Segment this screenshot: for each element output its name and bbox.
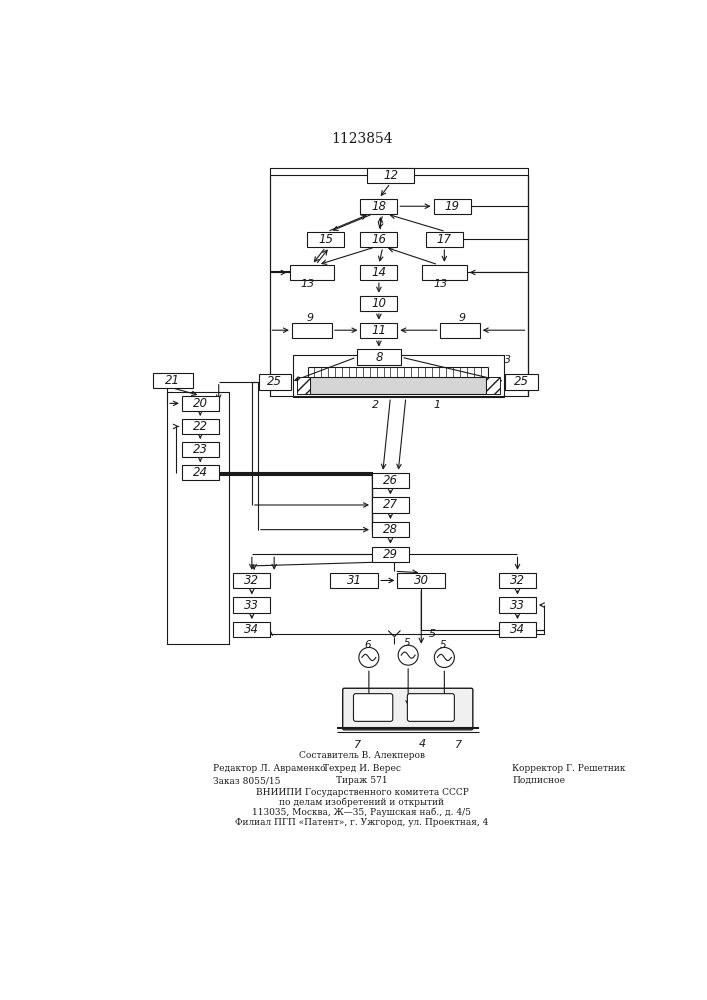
Text: по делам изобретений и открытий: по делам изобретений и открытий [279, 798, 445, 807]
Bar [426, 232, 463, 247]
Text: 32: 32 [245, 574, 259, 587]
Text: 5: 5 [440, 640, 446, 650]
Bar [361, 296, 397, 311]
Text: 33: 33 [510, 599, 525, 612]
Bar [292, 323, 332, 338]
Bar [372, 547, 409, 562]
Text: 29: 29 [383, 548, 398, 561]
Text: 15: 15 [318, 233, 333, 246]
FancyBboxPatch shape [407, 694, 455, 721]
Text: 1: 1 [433, 400, 440, 410]
Text: 34: 34 [245, 623, 259, 636]
Text: 8: 8 [375, 351, 382, 364]
Text: 23: 23 [193, 443, 208, 456]
FancyBboxPatch shape [343, 688, 473, 730]
Bar [233, 622, 270, 637]
Text: 6: 6 [364, 640, 370, 650]
Bar [372, 522, 409, 537]
Bar [356, 349, 402, 365]
Circle shape [398, 645, 418, 665]
Text: Тираж 571: Тираж 571 [336, 776, 387, 785]
Text: Заказ 8055/15: Заказ 8055/15 [214, 776, 281, 785]
Bar [422, 265, 467, 280]
Bar [486, 377, 500, 394]
Text: 7: 7 [455, 740, 462, 750]
Bar [182, 396, 218, 411]
Bar [182, 465, 218, 480]
Bar [233, 597, 270, 613]
Text: 19: 19 [445, 200, 460, 213]
Text: 27: 27 [383, 498, 398, 512]
Text: 1123854: 1123854 [331, 132, 393, 146]
Bar [499, 597, 536, 613]
Text: 13: 13 [433, 279, 448, 289]
Text: 22: 22 [193, 420, 208, 433]
Text: 30: 30 [414, 574, 428, 587]
Bar [361, 232, 397, 247]
Bar [361, 199, 397, 214]
Bar [499, 573, 536, 588]
Bar [308, 232, 344, 247]
Text: 11: 11 [371, 324, 387, 337]
Text: ВНИИПИ Государственного комитета СССР: ВНИИПИ Государственного комитета СССР [255, 788, 469, 797]
Bar [233, 573, 270, 588]
Text: 25: 25 [267, 375, 282, 388]
Text: 5: 5 [429, 629, 436, 639]
Text: 17: 17 [437, 233, 452, 246]
Bar [372, 497, 409, 513]
Text: Подписное: Подписное [512, 776, 565, 785]
Text: Корректор Г. Решетник: Корректор Г. Решетник [512, 764, 626, 773]
Text: 26: 26 [383, 474, 398, 487]
Text: 32: 32 [510, 574, 525, 587]
Text: 18: 18 [371, 200, 387, 213]
Text: 14: 14 [371, 266, 387, 279]
Bar [182, 419, 218, 434]
Text: 3: 3 [504, 355, 511, 365]
Bar [366, 168, 414, 183]
Text: 113035, Москва, Ж—35, Раушская наб., д. 4/5: 113035, Москва, Ж—35, Раушская наб., д. … [252, 808, 472, 817]
Bar [182, 442, 218, 457]
Text: 9: 9 [306, 313, 313, 323]
Text: Составитель В. Алекперов: Составитель В. Алекперов [299, 751, 425, 760]
Bar [310, 377, 486, 394]
Text: 7: 7 [354, 740, 361, 750]
Text: 10: 10 [371, 297, 387, 310]
Text: 13: 13 [301, 279, 315, 289]
Bar [330, 573, 378, 588]
Circle shape [434, 647, 455, 667]
Text: 16: 16 [371, 233, 387, 246]
Text: Редактор Л. Авраменко: Редактор Л. Авраменко [214, 764, 326, 773]
Bar [440, 323, 480, 338]
Bar [290, 265, 334, 280]
Bar [259, 374, 291, 389]
Text: 21: 21 [165, 374, 180, 387]
Text: 9: 9 [459, 313, 466, 323]
Bar [361, 265, 397, 280]
Text: 12: 12 [383, 169, 398, 182]
Text: 24: 24 [193, 466, 208, 479]
Text: 34: 34 [510, 623, 525, 636]
Text: 25: 25 [514, 375, 529, 388]
Bar [397, 573, 445, 588]
Text: 4: 4 [419, 739, 426, 749]
Text: 31: 31 [346, 574, 362, 587]
Text: 2: 2 [371, 400, 379, 410]
Text: 28: 28 [383, 523, 398, 536]
Bar [361, 323, 397, 338]
Text: 33: 33 [245, 599, 259, 612]
Bar [296, 377, 310, 394]
Bar [372, 473, 409, 488]
Bar [506, 374, 537, 389]
Text: 5: 5 [403, 638, 410, 648]
Bar [499, 622, 536, 637]
Text: Филиал ПГП «Патент», г. Ужгород, ул. Проектная, 4: Филиал ПГП «Патент», г. Ужгород, ул. Про… [235, 818, 489, 827]
FancyBboxPatch shape [354, 694, 393, 721]
Circle shape [359, 647, 379, 667]
Bar [433, 199, 471, 214]
Bar [153, 373, 192, 388]
Text: 20: 20 [193, 397, 208, 410]
Text: Техред И. Верес: Техред И. Верес [323, 764, 401, 773]
